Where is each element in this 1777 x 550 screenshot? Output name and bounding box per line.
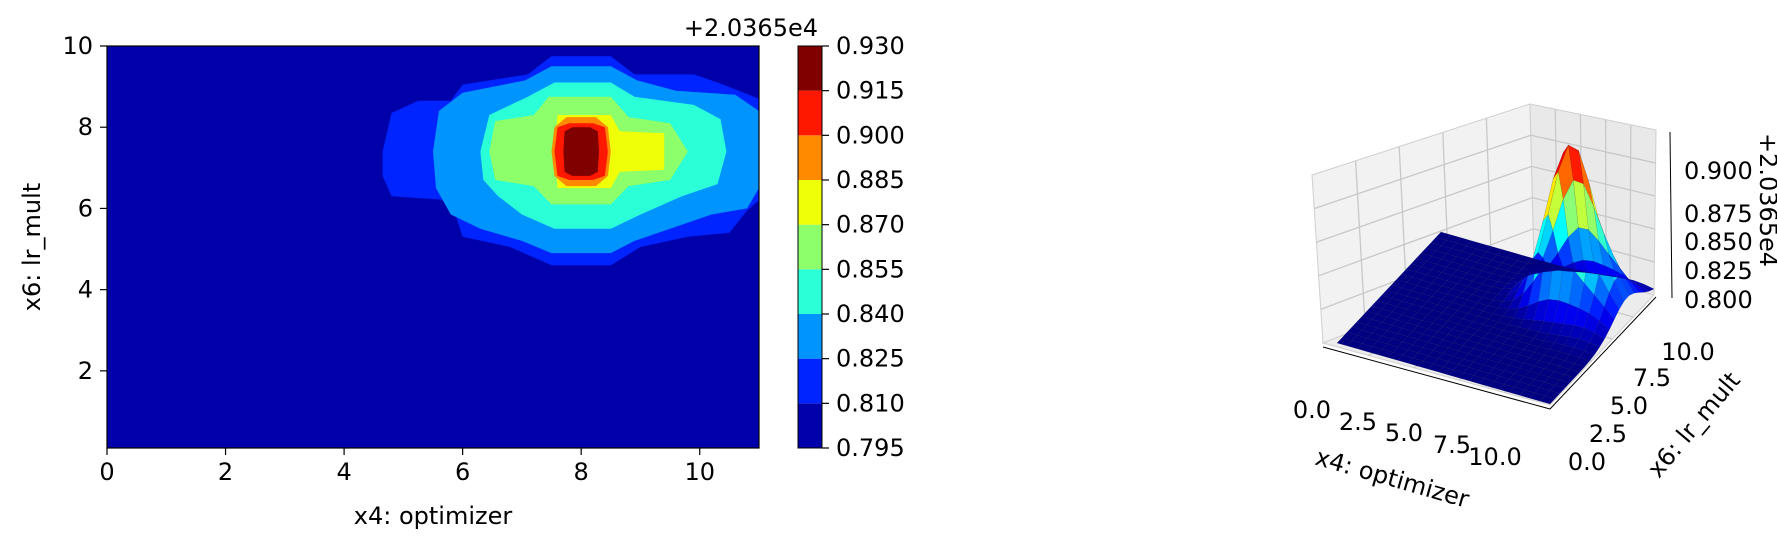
surface-z-tick-label: 0.900 bbox=[1684, 157, 1753, 185]
surface-3d-axes bbox=[1322, 131, 1673, 410]
surface-3d-mesh bbox=[1336, 144, 1655, 405]
colorbar-tick-label: 0.915 bbox=[836, 77, 905, 105]
colorbar-tick-label: 0.840 bbox=[836, 300, 905, 328]
surface-facet bbox=[1598, 273, 1614, 277]
wall-gridline bbox=[1531, 165, 1656, 197]
x-tick-label: 8 bbox=[574, 458, 589, 486]
surface-facet bbox=[1506, 252, 1523, 261]
surface-y-tick-label: 0.0 bbox=[1568, 448, 1606, 476]
surface-y-tick-label: 10.0 bbox=[1661, 338, 1714, 366]
y-axis-ticks: 2 4 6 8 10 bbox=[62, 32, 107, 385]
surface-x-tick-label: 2.5 bbox=[1339, 408, 1377, 436]
surface-facet bbox=[1445, 234, 1462, 244]
colorbar-tick-label: 0.870 bbox=[836, 211, 905, 239]
surface-facet bbox=[1466, 240, 1482, 250]
surface-z-offset-label: +2.0365e4 bbox=[1754, 133, 1777, 267]
y-tick-label: 4 bbox=[78, 276, 93, 304]
colorbar-ticks: 0.795 0.810 0.825 0.840 0.855 0.870 0.885 0.900… bbox=[822, 32, 905, 462]
x-tick-label: 6 bbox=[455, 458, 470, 486]
surface-x-tick-label: 7.5 bbox=[1433, 431, 1471, 459]
colorbar-cells bbox=[798, 46, 822, 448]
wall-gridline bbox=[1629, 124, 1632, 289]
surface-facet bbox=[1455, 237, 1472, 247]
wall-gridline bbox=[1316, 165, 1532, 243]
contour-band-7 bbox=[563, 127, 599, 176]
surface-facet bbox=[1435, 231, 1452, 241]
x-tick-label: 4 bbox=[336, 458, 351, 486]
surface-x-tick-label: 5.0 bbox=[1385, 419, 1423, 447]
surface-facet bbox=[1567, 268, 1584, 273]
colorbar-tick-label: 0.930 bbox=[836, 32, 905, 60]
surface-facet bbox=[1577, 271, 1594, 274]
colorbar-tick-label: 0.900 bbox=[836, 121, 905, 149]
x-tick-label: 0 bbox=[99, 458, 114, 486]
colorbar-tick-label: 0.885 bbox=[836, 166, 905, 194]
y-axis-label: x6: lr_mult bbox=[18, 183, 46, 311]
surface-3d-x-ticks: 0.0 2.5 5.0 7.510.0 bbox=[1293, 396, 1522, 471]
colorbar: 0.795 0.810 0.825 0.840 0.855 0.870 0.885 0.900… bbox=[684, 14, 905, 462]
surface-z-tick-label: 0.850 bbox=[1684, 228, 1753, 256]
colorbar-tick-label: 0.795 bbox=[836, 434, 905, 462]
colorbar-cell bbox=[798, 180, 822, 225]
surface-x-tick-label: 0.0 bbox=[1293, 396, 1331, 424]
x-axis-ticks: 0 2 4 6 8 10 bbox=[99, 448, 715, 486]
surface-facet bbox=[1608, 275, 1624, 279]
colorbar-cell bbox=[798, 358, 822, 404]
contour-chart: 0 2 4 6 8 10 2 4 6 8 10 x4: optimizer x6: lr_mult bbox=[18, 32, 760, 530]
colorbar-cell bbox=[798, 403, 822, 448]
colorbar-cell bbox=[798, 135, 822, 180]
surface-y-tick-label: 7.5 bbox=[1633, 364, 1671, 392]
colorbar-tick-label: 0.825 bbox=[836, 345, 905, 373]
surface-facet bbox=[1526, 257, 1543, 267]
surface-y-tick-label: 5.0 bbox=[1610, 392, 1648, 420]
wall-gridline bbox=[1530, 134, 1656, 164]
surface-z-tick-label: 0.825 bbox=[1684, 257, 1753, 285]
contour-fills bbox=[382, 56, 759, 266]
colorbar-cell bbox=[798, 269, 822, 314]
wall-gridline bbox=[1313, 134, 1532, 210]
x-tick-label: 2 bbox=[218, 458, 233, 486]
colorbar-tick-label: 0.855 bbox=[836, 255, 905, 283]
surface-3d-chart: 0.0 2.5 5.0 7.510.0 0.02.55.07.510.0 0.8000… bbox=[1293, 103, 1777, 514]
surface-z-tick-label: 0.800 bbox=[1684, 286, 1753, 314]
surface-facet bbox=[1476, 243, 1493, 253]
wall-gridline bbox=[1318, 196, 1533, 277]
colorbar-cell bbox=[798, 46, 822, 91]
colorbar-cell bbox=[798, 314, 822, 359]
y-tick-label: 2 bbox=[78, 357, 93, 385]
surface-x-tick-label: 10.0 bbox=[1468, 443, 1521, 471]
surface-z-tick-label: 0.875 bbox=[1684, 200, 1753, 228]
colorbar-tick-label: 0.810 bbox=[836, 389, 905, 417]
y-tick-label: 10 bbox=[62, 32, 93, 60]
surface-facet bbox=[1537, 260, 1553, 269]
surface-facet bbox=[1496, 249, 1513, 258]
wall-gridline bbox=[1354, 160, 1366, 327]
surface-facet bbox=[1547, 263, 1564, 271]
surface-y-tick-label: 2.5 bbox=[1589, 420, 1627, 448]
x-axis-label: x4: optimizer bbox=[354, 502, 513, 530]
colorbar-cell bbox=[798, 90, 822, 136]
surface-3d-y-ticks: 0.02.55.07.510.0 bbox=[1568, 338, 1715, 476]
x-tick-label: 10 bbox=[684, 458, 715, 486]
surface-facet bbox=[1516, 254, 1533, 264]
colorbar-offset-label: +2.0365e4 bbox=[684, 14, 818, 42]
y-tick-label: 8 bbox=[78, 113, 93, 141]
colorbar-cell bbox=[798, 224, 822, 270]
surface-facet bbox=[1638, 283, 1655, 292]
y-tick-label: 6 bbox=[78, 194, 93, 222]
